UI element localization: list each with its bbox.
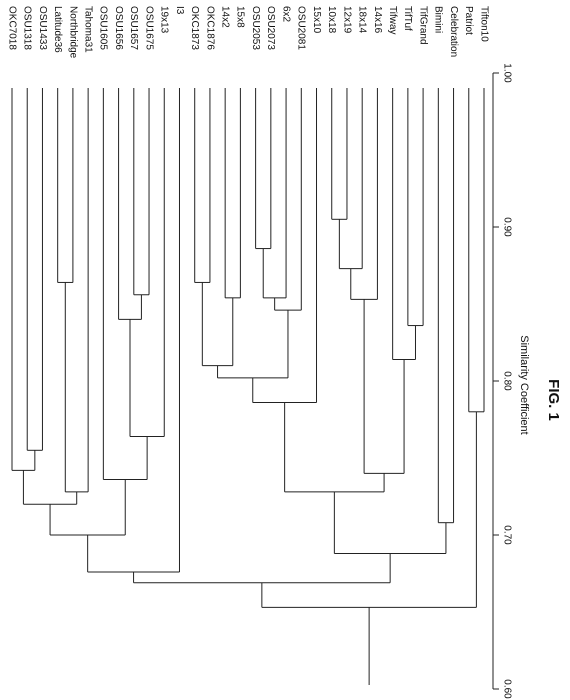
leaf-label: I3	[174, 6, 185, 15]
leaf-label: 14x16	[372, 6, 383, 34]
leaf-label: OSU1318	[22, 6, 33, 50]
leaf-label: OSU2053	[250, 6, 261, 50]
y-tick-label: 0.70	[501, 525, 512, 545]
leaf-label: 10x18	[326, 6, 337, 34]
leaf-label: 15x8	[235, 6, 246, 28]
leaf-label: Tahoma31	[82, 6, 93, 53]
leaf-label: Northbridge	[67, 6, 78, 59]
leaf-label: OSU1656	[113, 6, 124, 50]
leaf-label: Bimini	[433, 6, 444, 33]
y-tick-label: 1.00	[501, 63, 512, 83]
leaf-label: 19x13	[159, 6, 170, 34]
leaf-label: OKC7018	[6, 6, 17, 50]
leaf-label: OSU1675	[143, 6, 154, 50]
figure-label: FIG. 1	[545, 379, 562, 421]
leaf-label: Tifway	[387, 6, 398, 35]
leaf-label: TifTuf	[402, 6, 413, 31]
leaf-label: Patriot	[463, 6, 474, 35]
leaf-label: 15x10	[311, 6, 322, 34]
leaf-label: Latitude36	[52, 6, 63, 53]
axis-label: Similarity Coefficient	[518, 335, 530, 434]
leaf-label: 6x2	[280, 6, 291, 23]
leaf-label: OKC1876	[204, 6, 215, 50]
y-tick-label: 0.90	[501, 217, 512, 237]
y-tick-label: 0.80	[501, 371, 512, 391]
leaf-label: 12x19	[341, 6, 352, 34]
leaf-label: Tifton10	[478, 6, 489, 42]
leaf-label: OSU1605	[98, 6, 109, 50]
leaf-label: OSU2081	[296, 6, 307, 50]
leaf-label: OSU1657	[128, 6, 139, 50]
y-tick-label: 0.60	[501, 679, 512, 699]
leaf-label: 14x2	[220, 6, 231, 28]
leaf-label: OSU1433	[37, 6, 48, 50]
leaf-label: OKC1873	[189, 6, 200, 50]
leaf-label: Celebration	[448, 6, 459, 57]
leaf-label: 18x14	[357, 6, 368, 34]
leaf-label: TifGrand	[417, 6, 428, 45]
leaf-label: OSU2073	[265, 6, 276, 50]
